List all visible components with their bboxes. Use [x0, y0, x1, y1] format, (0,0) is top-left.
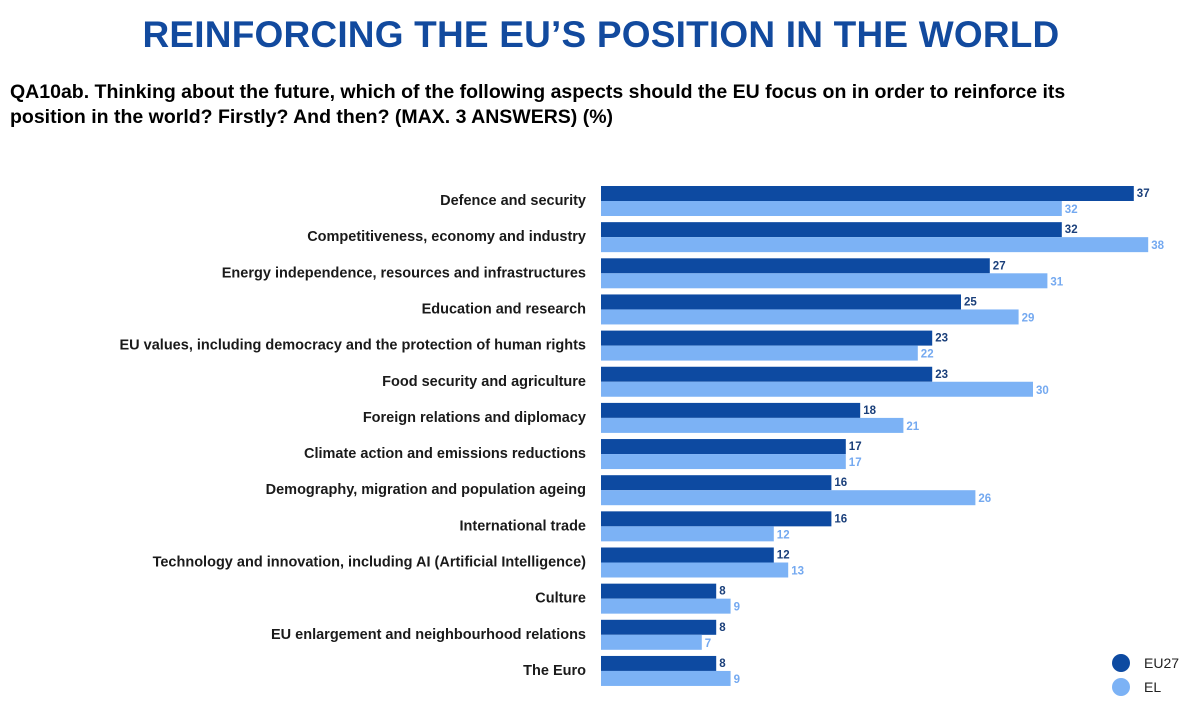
category-label: Competitiveness, economy and industry	[307, 229, 586, 245]
value-label-el: 13	[791, 566, 804, 578]
bar-eu27	[601, 655, 717, 671]
bar-eu27	[601, 222, 1062, 238]
bar-eu27	[601, 475, 832, 491]
bar-eu27	[601, 258, 990, 274]
value-label-el: 9	[734, 674, 740, 686]
category-label: Energy independence, resources and infra…	[222, 265, 586, 281]
category-label: Climate action and emissions reductions	[304, 446, 586, 462]
question-text: QA10ab. Thinking about the future, which…	[10, 81, 1066, 128]
bar-el	[601, 562, 789, 578]
value-label-el: 12	[777, 529, 790, 541]
value-label-el: 32	[1065, 204, 1078, 216]
value-label-el: 22	[921, 349, 934, 361]
legend: EU27 EL	[1112, 651, 1179, 699]
bar-eu27	[601, 294, 961, 310]
bar-el	[601, 454, 846, 470]
value-label-eu27: 23	[935, 369, 948, 381]
category-label: International trade	[460, 518, 587, 534]
bar-el	[601, 490, 976, 506]
category-label: Education and research	[422, 301, 586, 317]
value-label-el: 38	[1151, 240, 1164, 252]
bar-el	[601, 526, 774, 542]
category-label: Technology and innovation, including AI …	[153, 555, 587, 571]
value-label-el: 26	[978, 493, 991, 505]
category-label: Culture	[535, 591, 586, 607]
bar-el	[601, 201, 1062, 216]
category-label: Defence and security	[440, 193, 586, 209]
legend-swatch-eu27	[1112, 654, 1130, 672]
bar-el	[601, 237, 1149, 253]
value-label-eu27: 27	[993, 260, 1006, 272]
value-label-eu27: 17	[849, 441, 862, 453]
value-label-el: 29	[1022, 312, 1035, 324]
bar-el	[601, 598, 731, 614]
legend-item-eu27: EU27	[1112, 651, 1179, 675]
bar-el	[601, 634, 702, 650]
value-label-eu27: 8	[719, 658, 726, 670]
value-label-eu27: 23	[935, 333, 948, 345]
value-label-el: 7	[705, 638, 711, 650]
bar-el	[601, 670, 731, 686]
bar-eu27	[601, 619, 717, 635]
bar-eu27	[601, 186, 1134, 201]
value-label-el: 9	[734, 602, 740, 614]
category-label: Demography, migration and population age…	[266, 482, 586, 498]
value-label-eu27: 8	[719, 586, 726, 598]
bar-el	[601, 417, 904, 433]
bar-el	[601, 345, 918, 361]
value-label-eu27: 8	[719, 622, 726, 634]
category-label: Food security and agriculture	[382, 374, 586, 390]
legend-label-eu27: EU27	[1144, 655, 1180, 671]
bar-eu27	[601, 547, 774, 563]
chart-title: REINFORCING THE EU’S POSITION IN THE WOR…	[142, 14, 1060, 55]
value-label-el: 17	[849, 457, 862, 469]
value-label-eu27: 16	[834, 477, 847, 489]
bar-eu27	[601, 583, 717, 599]
value-label-el: 30	[1036, 385, 1049, 397]
bar-eu27	[601, 366, 933, 382]
bar-el	[601, 309, 1019, 325]
bar-eu27	[601, 402, 861, 418]
value-label-eu27: 25	[964, 296, 977, 308]
bar-eu27	[601, 330, 933, 346]
category-label: EU values, including democracy and the p…	[120, 338, 587, 354]
category-label: Foreign relations and diplomacy	[363, 410, 586, 426]
value-label-eu27: 18	[863, 405, 876, 417]
value-label-eu27: 37	[1137, 188, 1150, 200]
category-label: EU enlargement and neighbourhood relatio…	[271, 627, 586, 643]
bar-eu27	[601, 511, 832, 527]
value-label-el: 21	[906, 421, 919, 433]
legend-item-el: EL	[1112, 675, 1179, 699]
bar-el	[601, 273, 1048, 289]
value-label-eu27: 32	[1065, 224, 1078, 236]
legend-swatch-el	[1112, 678, 1130, 696]
value-label-eu27: 16	[834, 513, 847, 525]
bar-el	[601, 381, 1033, 397]
legend-label-el: EL	[1144, 679, 1162, 695]
value-label-eu27: 12	[777, 550, 790, 562]
bar-eu27	[601, 439, 846, 455]
category-label: The Euro	[523, 663, 586, 679]
value-label-el: 31	[1050, 276, 1063, 288]
